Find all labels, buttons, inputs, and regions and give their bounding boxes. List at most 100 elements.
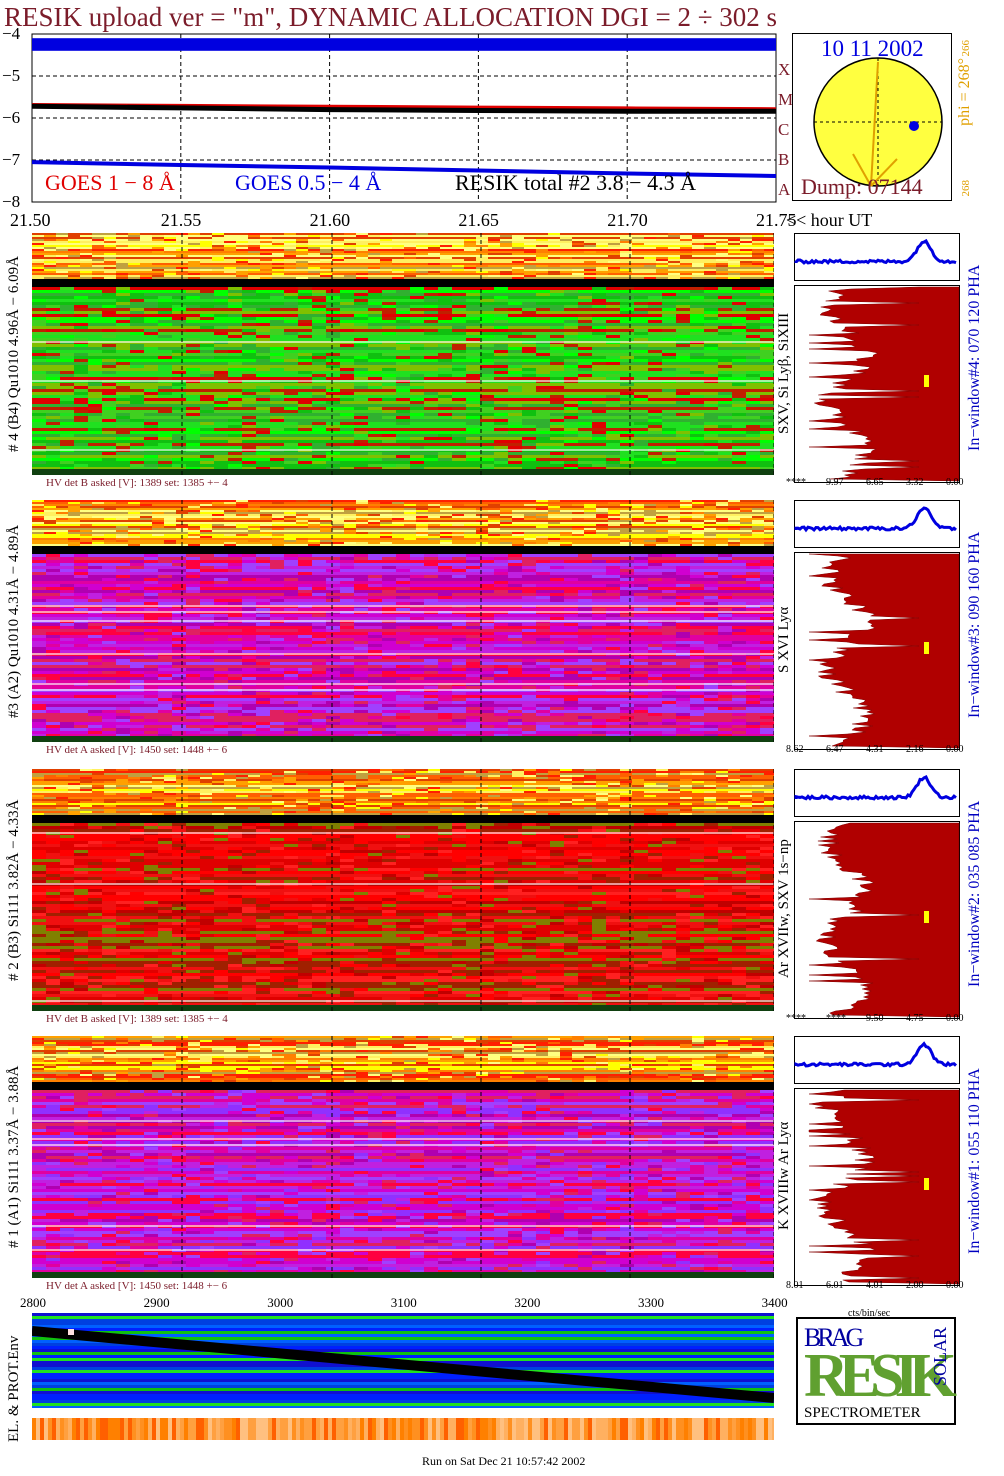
- spectrum-tick: 9.50: [866, 1013, 884, 1024]
- panel-heatmap: [32, 500, 774, 742]
- spectrum-tick: ****: [786, 477, 806, 488]
- spectrum-tick: 0.00: [946, 1013, 964, 1024]
- lc-ytick: −7: [2, 150, 21, 169]
- class-label: B: [778, 150, 790, 169]
- env-strip: [32, 1418, 774, 1440]
- logo-brag: BRAG: [804, 1323, 864, 1352]
- phi-sub: 266: [960, 40, 972, 57]
- panel-label: # 1 (A1) Si111 3.37Å − 3.88Å: [6, 1065, 22, 1249]
- spectrum-tick: 8.62: [786, 744, 804, 755]
- lc-xtick: 21.65: [458, 210, 499, 230]
- run-timestamp: Run on Sat Dec 21 10:57:42 2002: [422, 1454, 586, 1468]
- spectral-panel-4: # 4 (B4) Qu1010 4.96Å − 6.09Å HV det B as…: [0, 233, 1004, 493]
- panel-heatmap: [32, 1036, 774, 1278]
- lc-ytick: −8: [2, 192, 21, 211]
- lightcurve-svg: [31, 33, 777, 203]
- window-profile: [794, 769, 960, 817]
- dump-label: Dump: 07144: [801, 174, 923, 199]
- lc-xtick: 21.75: [756, 210, 797, 230]
- spectrum-tick: 0.00: [946, 744, 964, 755]
- spectrum-profile: [794, 552, 960, 750]
- class-label: A: [778, 180, 791, 199]
- window-label: In−window#1: 055 110 PHA: [966, 1068, 983, 1254]
- env-xtick: 3100: [390, 1295, 417, 1310]
- hv-status: HV det B asked [V]: 1389 set: 1385 +− 4: [46, 477, 228, 489]
- logo-resik: RESIK: [804, 1342, 957, 1410]
- logo-spectrometer: SPECTROMETER: [804, 1405, 921, 1421]
- logo-solar: SOLAR: [930, 1327, 950, 1387]
- hv-status: HV det B asked [V]: 1389 set: 1385 +− 4: [46, 1013, 228, 1025]
- legend-goes-short: GOES 0.5 − 4 Å: [235, 170, 382, 195]
- window-profile: [794, 233, 960, 281]
- lc-xtick: 21.70: [607, 210, 648, 230]
- class-label: M: [778, 90, 794, 109]
- spectral-lines-label: Ar XVIIw, SXV 1s−np: [776, 839, 792, 979]
- env-heatmap: [32, 1313, 774, 1408]
- spectrum-tick: 2.16: [906, 744, 924, 755]
- spectral-panel-2: # 2 (B3) Si111 3.82Å − 4.33Å HV det B ask…: [0, 769, 1004, 1029]
- lc-xtick: 21.55: [160, 210, 202, 230]
- panel-heatmap: [32, 769, 774, 1011]
- window-profile: [794, 500, 960, 548]
- class-label: X: [778, 60, 791, 79]
- strip-svg: [32, 1418, 774, 1440]
- env-svg: [32, 1313, 774, 1408]
- spectrum-xlabel: cts/bin/sec: [848, 1308, 891, 1319]
- spectrum-tick: 9.97: [826, 477, 844, 488]
- spectrum-tick: 4.31: [866, 744, 884, 755]
- spectrum-tick: 4.01: [866, 1280, 884, 1291]
- spectral-lines-label: SXV, Si Lyβ, SiXIII: [776, 312, 792, 434]
- spectrum-tick: 2.00: [906, 1280, 924, 1291]
- legend-goes-long: GOES 1 − 8 Å: [45, 170, 175, 195]
- sun-panel: 10 11 2002 Dump: 07144: [792, 33, 952, 201]
- lc-series-2: [31, 103, 776, 114]
- hv-status: HV det A asked [V]: 1450 set: 1448 +− 6: [46, 1280, 228, 1292]
- lc-xtick: 21.60: [309, 210, 351, 230]
- window-label: In−window#2: 035 085 PHA: [966, 800, 983, 988]
- panel-label: #3 (A2) Qu1010 4.31Å − 4.89Å: [6, 524, 22, 718]
- panel-label: # 2 (B3) Si111 3.82Å − 4.33Å: [6, 799, 22, 981]
- spectral-panel-1: # 1 (A1) Si111 3.37Å − 3.88Å HV det A ask…: [0, 1036, 1004, 1296]
- window-label: In−window#3: 090 160 PHA: [966, 531, 983, 719]
- lc-ytick: −4: [2, 24, 21, 43]
- lightcurve-chart: −4 −5 −6 −7 −8 GOES 1 − 8 Å GOES 0.5 − 4 Å R…: [0, 24, 794, 211]
- phi-bottom: 268: [960, 180, 972, 197]
- spectrum-tick: 0.00: [946, 477, 964, 488]
- sun-date: 10 11 2002: [821, 36, 924, 61]
- env-xtick: 3200: [514, 1295, 541, 1310]
- window-profile: [794, 1036, 960, 1084]
- spectrum-tick: 4.75: [906, 1013, 924, 1024]
- spectrum-tick: ****: [826, 1013, 846, 1024]
- lc-series-1: [31, 160, 777, 178]
- env-xtick: 2800: [20, 1295, 46, 1310]
- panel-label: # 4 (B4) Qu1010 4.96Å − 6.09Å: [6, 256, 22, 452]
- env-xtick: 3000: [267, 1295, 294, 1310]
- env-xtick: 3300: [638, 1295, 664, 1310]
- spectrum-profile: [794, 821, 960, 1019]
- legend-resik: RESIK total #2 3.8 − 4.3 Å: [455, 170, 696, 195]
- spectrum-profile: [794, 285, 960, 483]
- spectrum-tick: 6.47: [826, 744, 844, 755]
- window-label: In−window#4: 070 120 PHA: [966, 264, 983, 452]
- env-xtick: 3400: [761, 1295, 788, 1310]
- hv-status: HV det A asked [V]: 1450 set: 1448 +− 6: [46, 744, 228, 756]
- spectral-lines-label: K XVIIIw Ar Lyα: [776, 1121, 792, 1231]
- spectrum-tick: 6.01: [826, 1280, 844, 1291]
- sun-svg: [813, 57, 943, 187]
- spectrum-profile: [794, 1088, 960, 1286]
- panel-heatmap: [32, 233, 774, 475]
- spectral-panel-3: #3 (A2) Qu1010 4.31Å − 4.89Å HV det A ask…: [0, 500, 1004, 760]
- class-label: C: [778, 120, 790, 139]
- env-label: EL. & PROT.Env: [6, 1335, 22, 1442]
- spectral-lines-label: S XVI Lyα: [776, 606, 792, 674]
- page-title: RESIK upload ver = "m", DYNAMIC ALLOCATI…: [4, 2, 778, 32]
- spectrum-tick: 8.01: [786, 1280, 804, 1291]
- lc-ytick: −5: [2, 66, 21, 85]
- spectrum-tick: ****: [786, 1013, 806, 1024]
- lc-ytick: −6: [2, 108, 21, 127]
- env-xtick: 2900: [143, 1295, 170, 1310]
- spectrum-tick: 6.65: [866, 477, 884, 488]
- spectrum-tick: 3.32: [906, 477, 924, 488]
- spectrum-tick: 0.00: [946, 1280, 964, 1291]
- phi-label: phi = 268°: [956, 58, 973, 126]
